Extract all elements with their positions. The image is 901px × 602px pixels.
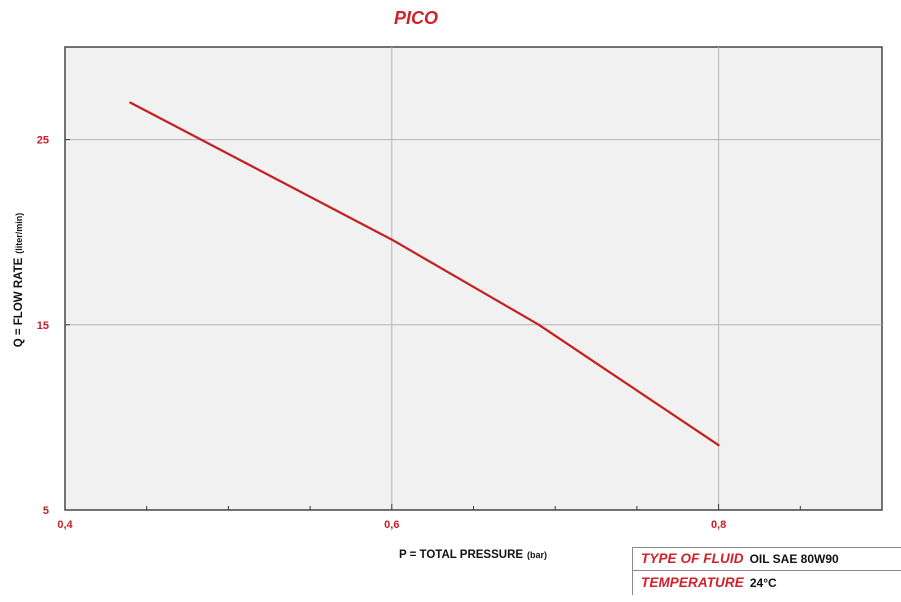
temperature-cell: TEMPERATURE 24°C bbox=[632, 570, 901, 595]
y-axis-unit: (liter/min) bbox=[14, 213, 24, 254]
x-tick-label: 0,8 bbox=[711, 519, 726, 531]
flow-rate-series-line bbox=[129, 101, 720, 447]
temperature-label: TEMPERATURE bbox=[641, 575, 744, 590]
minor-tick-layer bbox=[64, 139, 801, 511]
temperature-row: TEMPERATURE 24°C bbox=[632, 570, 901, 595]
y-tick-label: 25 bbox=[37, 135, 49, 147]
x-tick-labels: 0,4 0,6 0,8 bbox=[57, 519, 726, 531]
fluid-type-label: TYPE OF FLUID bbox=[641, 551, 744, 566]
chart-title: PICO bbox=[394, 8, 438, 28]
x-axis-label-text: P = TOTAL PRESSURE bbox=[399, 549, 523, 561]
y-tick-label: 5 bbox=[43, 505, 49, 517]
x-axis-unit: (bar) bbox=[527, 550, 547, 560]
fluid-info-table: TYPE OF FLUID OIL SAE 80W90 TEMPERATURE 24… bbox=[632, 547, 901, 595]
y-tick-label: 15 bbox=[37, 320, 49, 332]
fluid-type-row: TYPE OF FLUID OIL SAE 80W90 bbox=[632, 547, 901, 571]
y-tick-labels: 5 15 25 bbox=[37, 135, 49, 517]
plot-area bbox=[64, 46, 883, 511]
temperature-value: 24°C bbox=[749, 576, 777, 590]
x-axis-label: P = TOTAL PRESSURE (bar) bbox=[399, 549, 547, 561]
y-axis-label-text: Q = FLOW RATE bbox=[13, 257, 25, 347]
series-layer bbox=[129, 101, 720, 447]
x-tick-label: 0,6 bbox=[384, 519, 399, 531]
fluid-type-value: OIL SAE 80W90 bbox=[749, 552, 839, 566]
y-axis-label: Q = FLOW RATE (liter/min) bbox=[13, 213, 25, 348]
x-tick-label: 0,4 bbox=[57, 519, 73, 531]
fluid-type-cell: TYPE OF FLUID OIL SAE 80W90 bbox=[632, 547, 901, 571]
